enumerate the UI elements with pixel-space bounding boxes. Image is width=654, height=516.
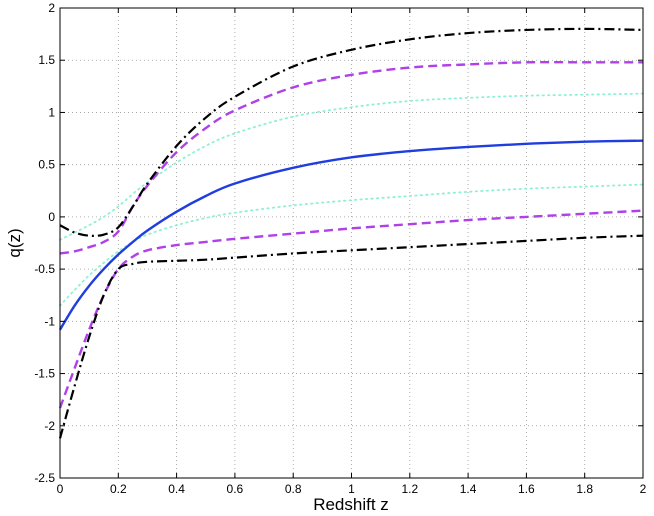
y-tick-labels: -2.5 -2 -1.5 -1 -0.5 0 0.5 1 1.5 2	[34, 1, 55, 485]
x-tick-label: 0.6	[227, 482, 244, 496]
series-line-dashdot	[58, 234, 644, 439]
series-line-dashed	[59, 60, 643, 255]
x-tick-label: 0.4	[168, 482, 185, 496]
x-tick-label: 2	[640, 482, 647, 496]
y-tick-label: 0	[48, 210, 55, 224]
y-tick-label: -2	[44, 419, 55, 433]
y-tick-label: -1	[44, 314, 55, 328]
y-tick-label: -2.5	[34, 471, 55, 485]
y-tick-label: 0.5	[38, 158, 55, 172]
series-line-dashed	[58, 209, 644, 409]
series-line-dotted	[59, 92, 644, 241]
y-axis-label: q(z)	[5, 228, 24, 257]
x-axis-label: Redshift z	[313, 495, 389, 514]
y-tick-label: 1.5	[38, 53, 55, 67]
x-tick-label: 1.8	[576, 482, 593, 496]
x-tick-label: 1.6	[518, 482, 535, 496]
series-line-dashdot	[59, 27, 644, 237]
y-tick-label: -0.5	[34, 262, 55, 276]
y-tick-label: 2	[48, 1, 55, 15]
x-tick-label: 0	[57, 482, 64, 496]
tick-marks	[59, 7, 644, 479]
series-layer	[58, 27, 644, 439]
series-line-dotted	[59, 183, 644, 307]
y-tick-label: 1	[48, 105, 55, 119]
plot-area	[60, 8, 643, 478]
x-tick-label: 1.4	[460, 482, 477, 496]
x-tick-label: 1	[348, 482, 355, 496]
x-tick-label: 1.2	[401, 482, 418, 496]
x-tick-labels: 0 0.2 0.4 0.6 0.8 1 1.2 1.4 1.6 1.8 2	[57, 482, 647, 496]
x-tick-label: 0.8	[285, 482, 302, 496]
y-tick-label: -1.5	[34, 367, 55, 381]
series-line-solid	[58, 139, 644, 331]
x-tick-label: 0.2	[110, 482, 127, 496]
